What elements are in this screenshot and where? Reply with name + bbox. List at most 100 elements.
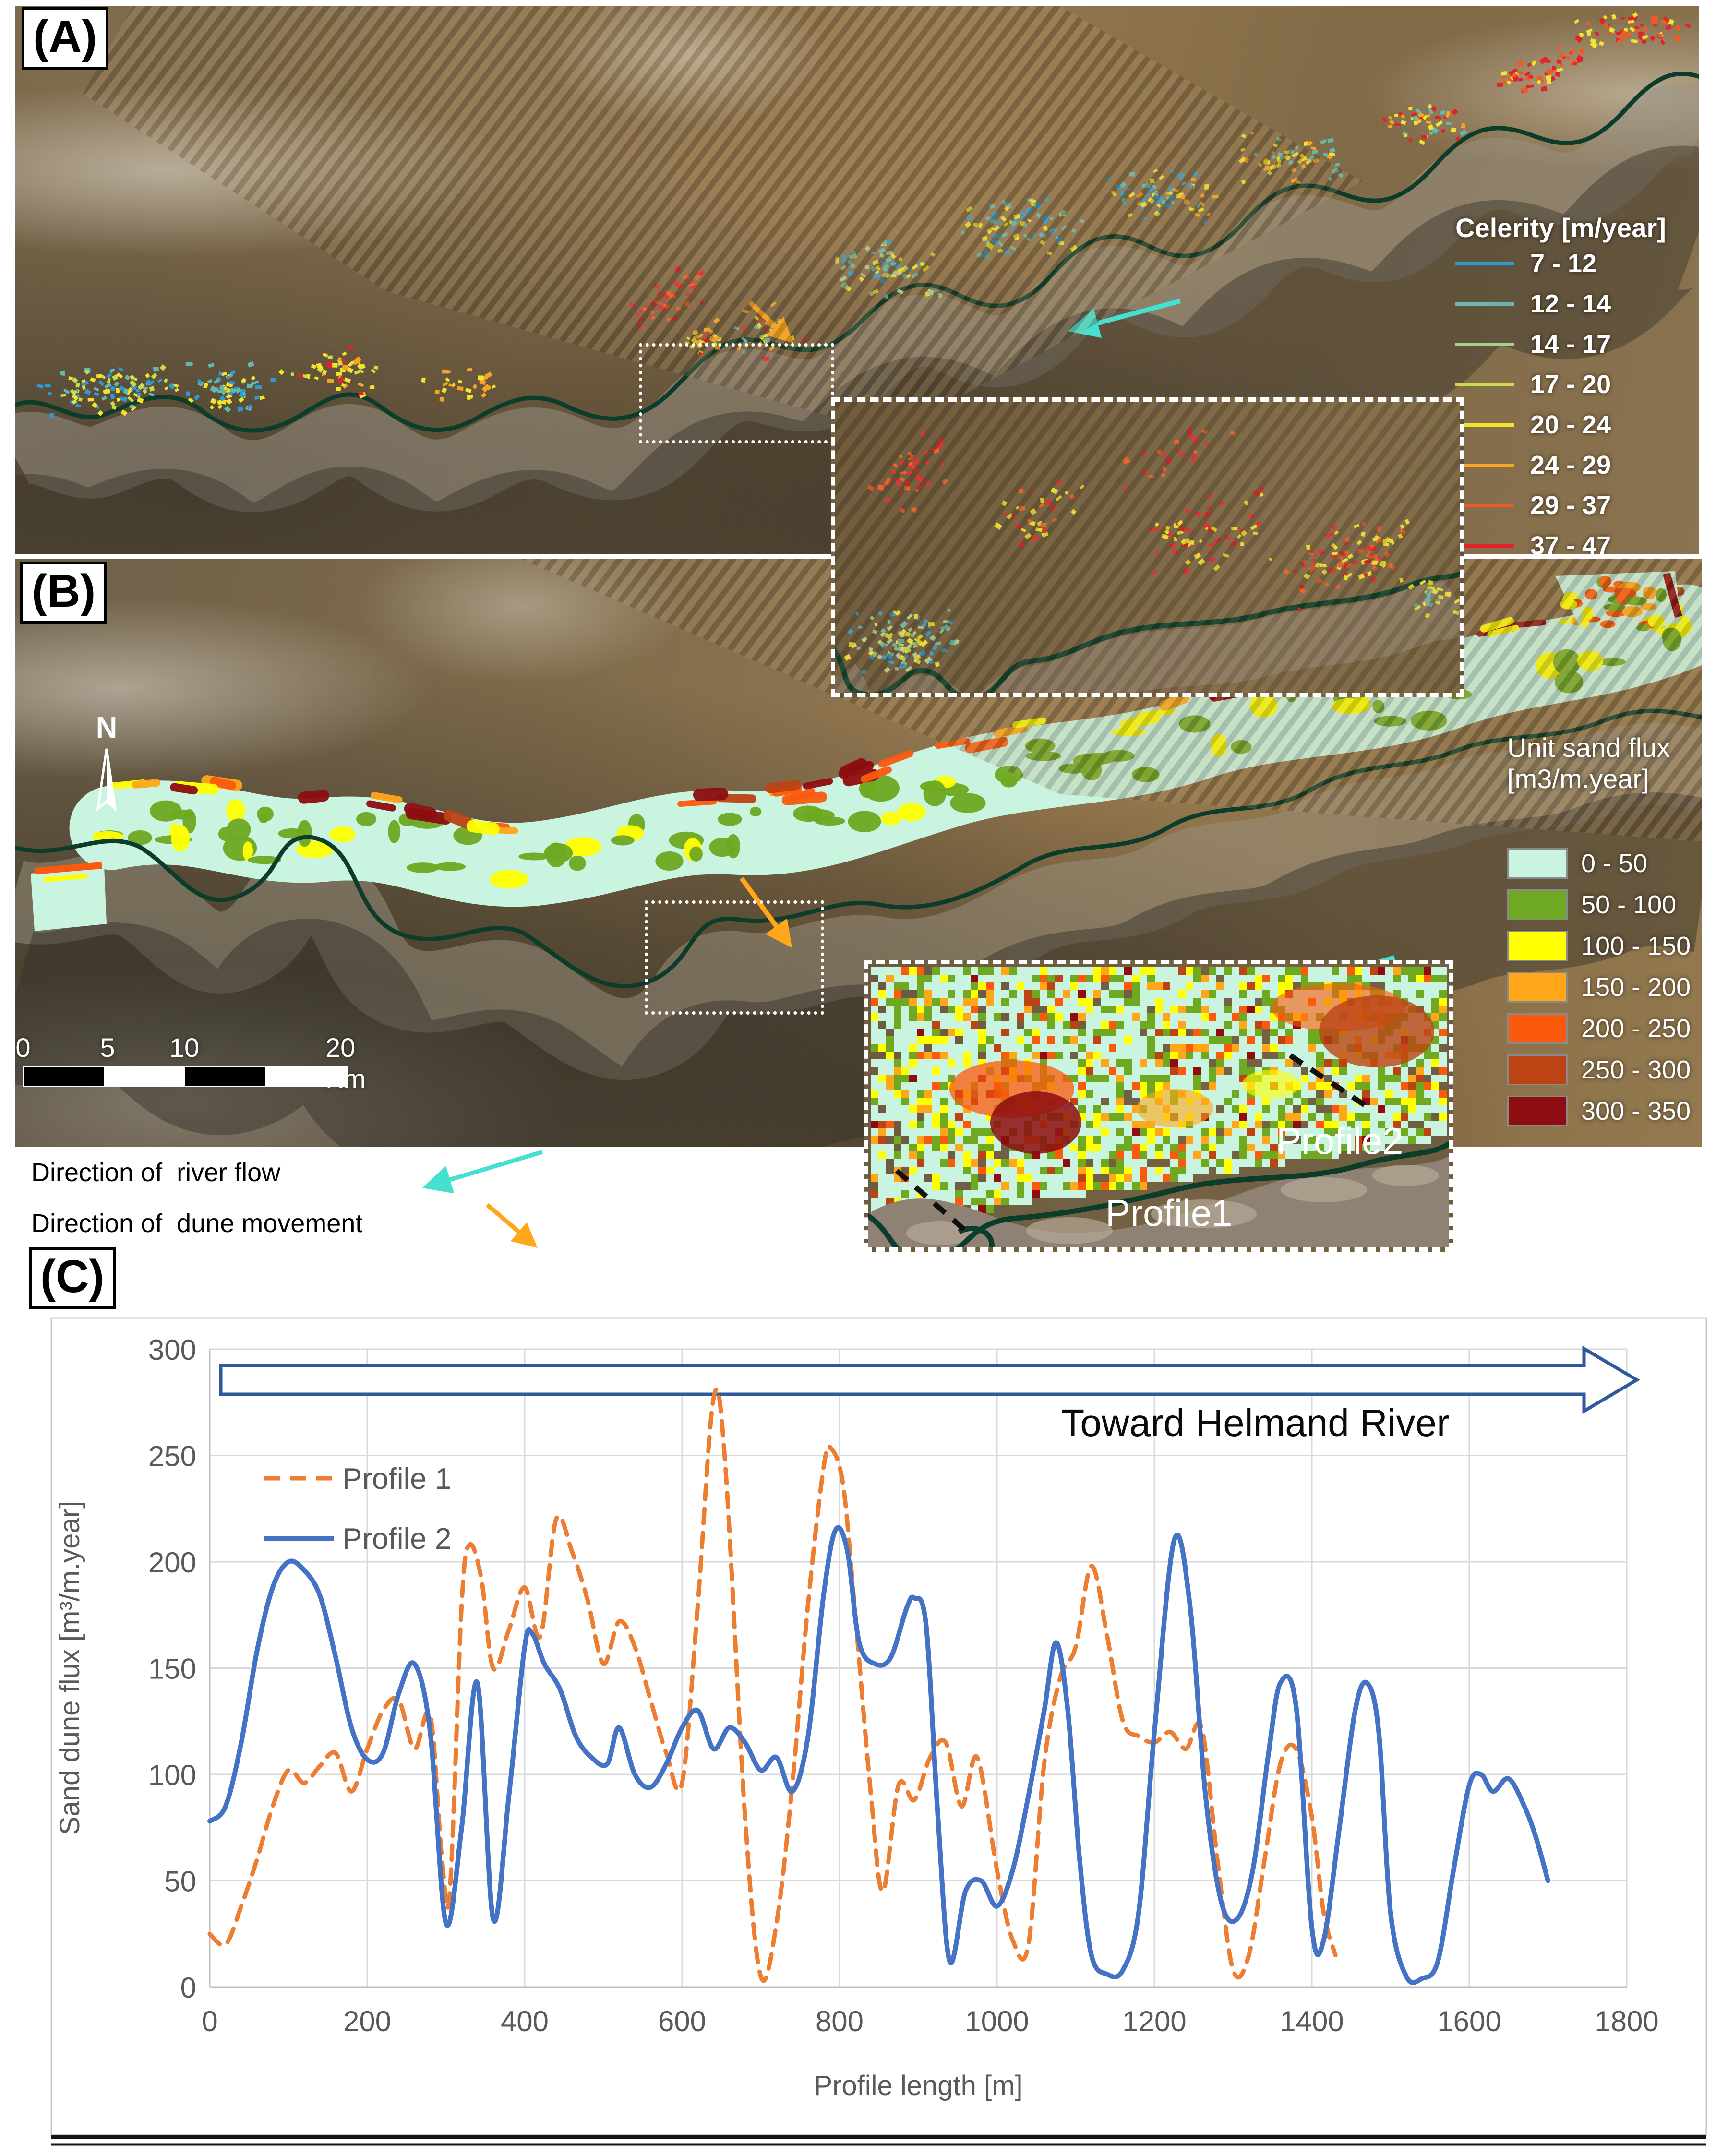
- scale-tick-5: 5: [100, 1032, 115, 1063]
- flux-patch-top-right: [1555, 571, 1682, 648]
- x-tick-label: 1600: [1437, 2005, 1501, 2037]
- dune-marker-cluster: [835, 240, 943, 299]
- flux-legend: Unit sand flux [m3/m.year] 0 - 50 50 - 10…: [1507, 732, 1691, 1131]
- x-tick-label: 1000: [965, 2005, 1029, 2037]
- series-profile-2: [207, 1525, 1550, 1985]
- dune-marker-cluster: [290, 345, 379, 399]
- helmand-river-line-b: [15, 708, 1702, 989]
- flux-legend-item: 100 - 150: [1507, 925, 1691, 966]
- celerity-line-sample: [1455, 262, 1514, 265]
- x-tick-label: 1200: [1122, 2005, 1186, 2037]
- south-terrain-b: [15, 792, 1702, 1147]
- x-tick-label: 800: [816, 2005, 864, 2037]
- celerity-line-sample: [1455, 342, 1514, 346]
- sand-flux-profile-chart: Toward Helmand River Profile 1 Profile 2…: [50, 1317, 1707, 2146]
- inset-a-zoom-celerity: [831, 397, 1464, 697]
- x-tick-label: 400: [501, 2005, 549, 2037]
- y-tick-label: 250: [148, 1440, 196, 1473]
- flux-range-label: 250 - 300: [1581, 1055, 1691, 1084]
- celerity-legend-item: 17 - 20: [1455, 364, 1666, 405]
- panel-a-label: (A): [22, 7, 109, 70]
- celerity-legend-rows: 7 - 12 12 - 14 14 - 17 17 - 20 20 - 24 24 - 2…: [1455, 243, 1666, 554]
- celerity-line-sample: [1455, 463, 1514, 467]
- dune-marker-cluster: [1105, 168, 1219, 224]
- celerity-range-label: 20 - 24: [1530, 410, 1611, 439]
- dune-movement-annotation: Direction of dune movement: [31, 1209, 363, 1238]
- inset-b-source-box: [645, 900, 824, 1015]
- flux-color-swatch: [1507, 848, 1568, 879]
- celerity-legend-item: 24 - 29: [1455, 445, 1666, 485]
- celerity-range-label: 12 - 14: [1530, 289, 1611, 318]
- river-line-inset-a: [835, 571, 1460, 693]
- celerity-range-label: 7 - 12: [1530, 249, 1597, 278]
- dune-marker-cluster: [1149, 486, 1265, 575]
- flux-hot-blobs: [949, 983, 1434, 1154]
- celerity-legend-item: 12 - 14: [1455, 284, 1666, 324]
- flux-legend-item: 300 - 350: [1507, 1090, 1691, 1131]
- celerity-legend-item: 20 - 24: [1455, 405, 1666, 445]
- dune-marker-cluster: [1497, 60, 1563, 94]
- flux-legend-item: 150 - 200: [1507, 967, 1691, 1007]
- flux-range-label: 0 - 50: [1581, 849, 1648, 878]
- flux-range-label: 200 - 250: [1581, 1014, 1691, 1043]
- river-flow-arrow-icon: [422, 1150, 543, 1194]
- x-tick-label: 1400: [1280, 2005, 1344, 2037]
- celerity-range-label: 37 - 47: [1530, 531, 1611, 554]
- celerity-legend: Celerity [m/year] 7 - 12 12 - 14 14 - 17 17…: [1455, 212, 1666, 554]
- y-tick-label: 200: [148, 1546, 196, 1579]
- flux-green-blobs: [92, 599, 1692, 889]
- profile2-transect-line: [1288, 1053, 1371, 1111]
- map-b-overlay: N: [15, 571, 1702, 1147]
- profile1-transect-line: [895, 1168, 973, 1238]
- y-tick-label: 50: [164, 1866, 196, 1898]
- chart-axes: [209, 1349, 1627, 1988]
- y-tick-label: 150: [148, 1653, 196, 1685]
- y-tick-label: 300: [148, 1334, 196, 1366]
- flux-legend-title-1: Unit sand flux: [1507, 732, 1670, 763]
- celerity-range-label: 14 - 17: [1530, 330, 1611, 359]
- celerity-legend-item: 7 - 12: [1455, 243, 1666, 284]
- map-scale-bar: 0 5 10 20 Km: [15, 1032, 380, 1094]
- inset-b-zoom-flux: Profile1 Profile2: [864, 960, 1453, 1252]
- dune-marker-cluster: [960, 198, 1084, 259]
- celerity-legend-item: 14 - 17: [1455, 324, 1666, 364]
- dune-movement-arrow-icon: [486, 1203, 538, 1248]
- dune-marker-cluster: [36, 364, 194, 418]
- dune-marker-cluster: [1538, 45, 1584, 74]
- dune-marker-cluster: [1574, 12, 1691, 49]
- x-tick-label: 600: [658, 2005, 706, 2037]
- legend-label-profile1: Profile 1: [342, 1462, 451, 1496]
- river-loop-inset-b: [957, 1226, 995, 1247]
- celerity-range-label: 29 - 37: [1530, 491, 1611, 520]
- legend-label-profile2: Profile 2: [342, 1522, 451, 1556]
- north-arrow-icon: N: [96, 711, 117, 812]
- flux-color-swatch: [1507, 1013, 1568, 1044]
- scale-tick-0: 0: [15, 1032, 31, 1063]
- profile1-map-label: Profile1: [1105, 1192, 1232, 1234]
- chart-border: [50, 1317, 1707, 2136]
- dune-marker-cluster: [1122, 427, 1236, 491]
- celerity-line-sample: [1455, 423, 1514, 427]
- y-tick-label: 0: [180, 1972, 196, 2004]
- flux-legend-rows: 0 - 50 50 - 100 100 - 150 150 - 200 200 - 25…: [1507, 843, 1691, 1131]
- dune-marker-cluster: [629, 265, 705, 330]
- flux-legend-item: 250 - 300: [1507, 1049, 1691, 1090]
- dune-marker-cluster: [1269, 519, 1410, 612]
- dune-marker-cluster: [421, 368, 496, 402]
- dune-marker-cluster: [867, 430, 948, 514]
- flux-patch-left: [31, 862, 107, 931]
- celerity-legend-item: 37 - 47: [1455, 526, 1666, 554]
- x-axis-title: Profile length [m]: [814, 2070, 1022, 2101]
- x-tick-label: 1800: [1595, 2005, 1658, 2037]
- profile2-map-label: Profile2: [1276, 1120, 1403, 1162]
- flux-color-swatch: [1507, 889, 1568, 920]
- flux-range-label: 300 - 350: [1581, 1096, 1691, 1126]
- celerity-range-label: 24 - 29: [1530, 451, 1611, 479]
- flux-legend-item: 200 - 250: [1507, 1008, 1691, 1049]
- celerity-range-label: 17 - 20: [1530, 370, 1611, 399]
- dune-marker-cluster: [994, 479, 1085, 548]
- scale-tick-10: 10: [169, 1032, 200, 1063]
- flux-legend-item: 50 - 100: [1507, 884, 1691, 925]
- x-tick-label: 0: [202, 2005, 217, 2037]
- celerity-line-sample: [1455, 503, 1514, 507]
